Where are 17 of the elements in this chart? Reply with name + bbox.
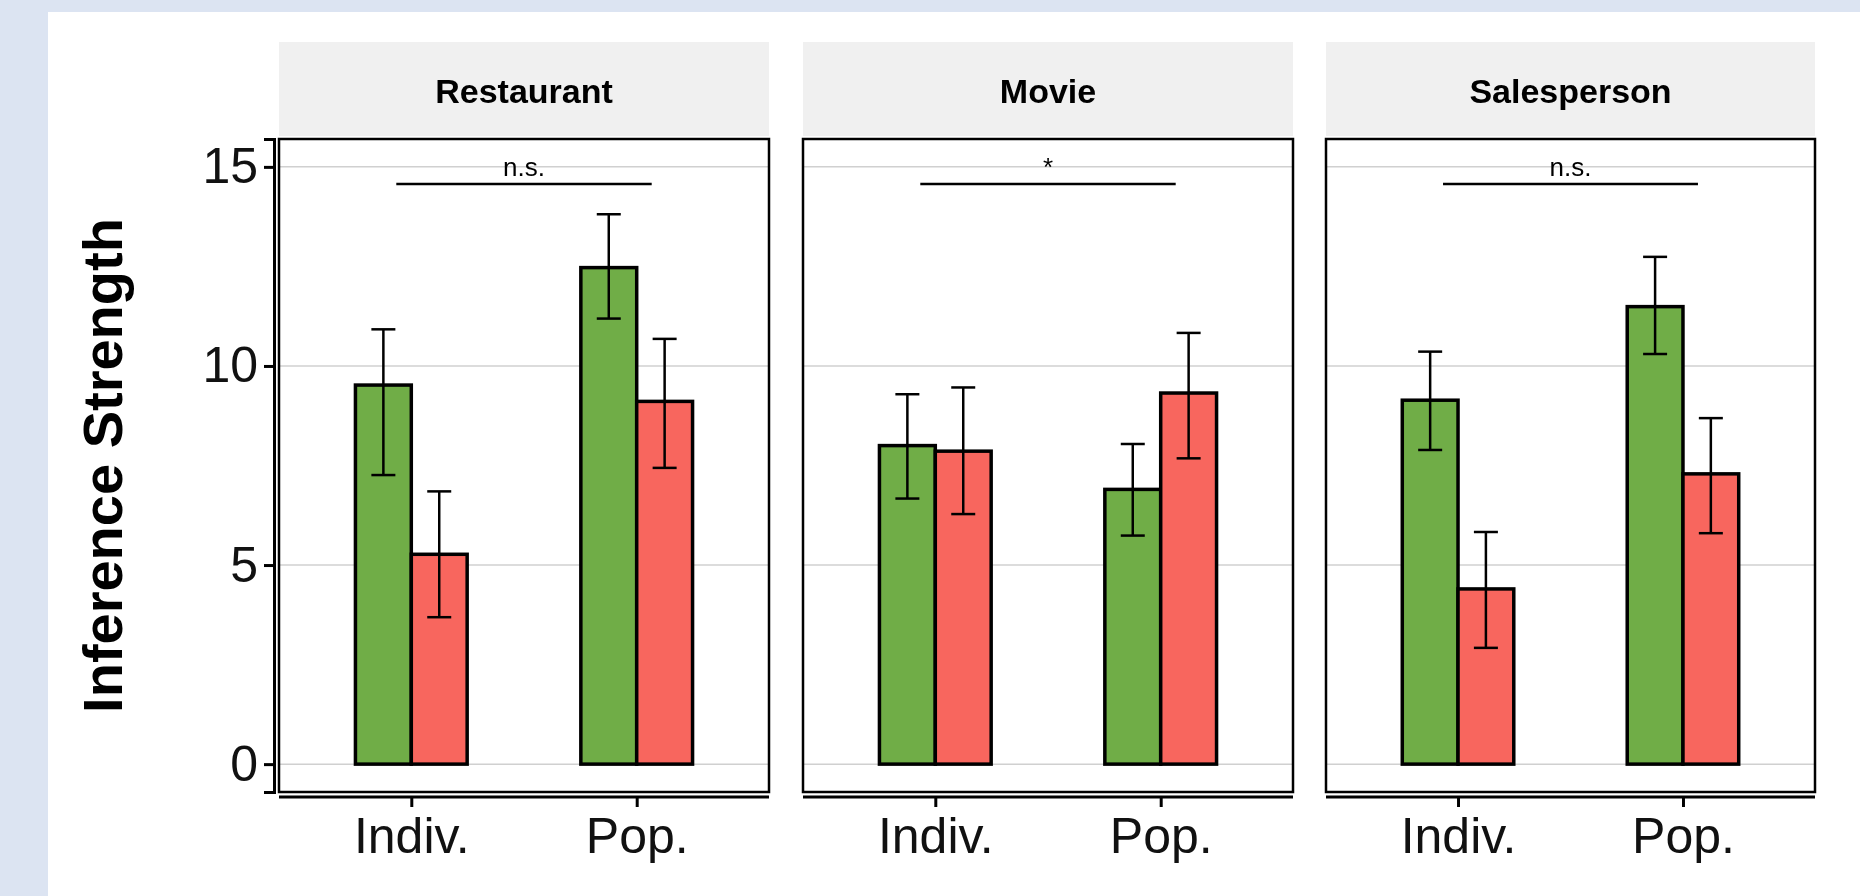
y-tick-label: 10 [202, 337, 258, 394]
y-tick-label: 15 [202, 138, 258, 195]
x-tick-label: Indiv. [877, 807, 994, 864]
annotation: n.s. [503, 152, 545, 182]
annotation: n.s. [1549, 152, 1592, 182]
x-tick-label: Pop. [585, 807, 689, 864]
annotation: * [1042, 152, 1054, 182]
x-tick-label: Pop. [1632, 807, 1735, 864]
chart-title: Restaurant [435, 71, 613, 110]
y-axis-title: Inference Strength [71, 218, 134, 713]
chart-title: Movie [999, 71, 1097, 110]
x-tick-label: Indiv. [1400, 807, 1517, 864]
chart-title: Salesperson [1469, 71, 1672, 110]
y-tick-label: 0 [230, 735, 258, 792]
y-tick-label: 5 [230, 536, 258, 593]
x-tick-label: Pop. [1109, 807, 1213, 864]
x-tick-label: Indiv. [353, 807, 470, 864]
